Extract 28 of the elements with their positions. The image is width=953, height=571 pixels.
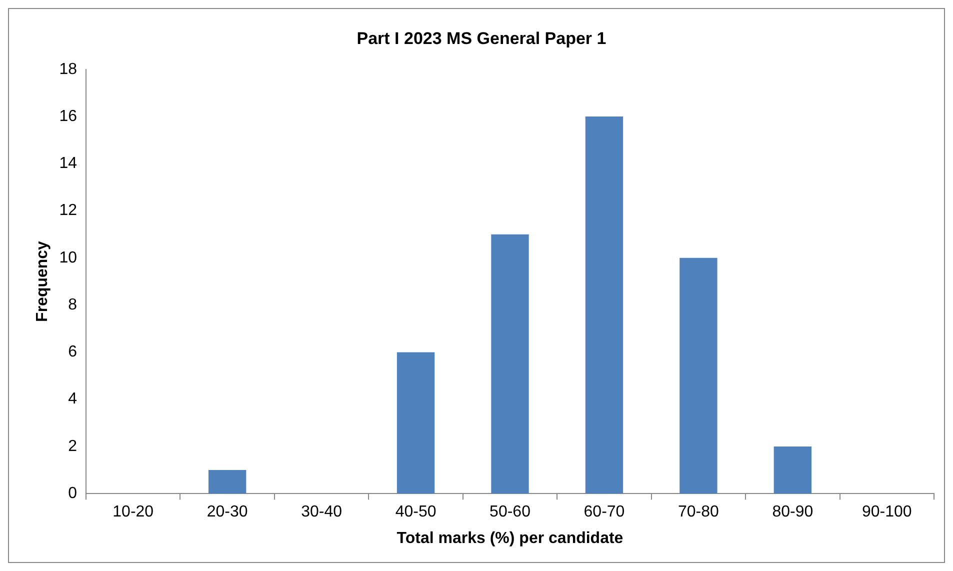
bar	[680, 258, 718, 494]
x-tick-label: 80-90	[772, 504, 814, 521]
bar	[208, 470, 246, 494]
y-tick-label: 6	[68, 344, 78, 361]
y-axis-title: Frequency	[34, 240, 52, 322]
y-tick-label: 8	[68, 296, 78, 314]
y-tick-label: 4	[68, 390, 78, 408]
y-tick-label: 10	[59, 249, 78, 266]
y-tick-label: 0	[68, 485, 78, 502]
x-axis-title: Total marks (%) per candidate	[396, 530, 624, 547]
bar	[774, 446, 812, 494]
x-tick-label: 60-70	[584, 504, 625, 521]
x-tick-label: 20-30	[206, 504, 248, 521]
x-tick-label: 70-80	[678, 504, 720, 521]
bar	[491, 234, 529, 494]
y-tick-label: 16	[59, 108, 78, 125]
chart-title: Part I 2023 MS General Paper 1	[356, 28, 606, 48]
y-tick-label: 14	[59, 155, 78, 172]
x-tick-label: 10-20	[112, 504, 154, 521]
y-tick-label: 18	[59, 60, 78, 78]
bar	[585, 116, 624, 494]
x-tick-label: 30-40	[301, 504, 342, 521]
bar	[396, 352, 435, 494]
y-tick-label: 2	[68, 438, 78, 455]
x-tick-label: 90-100	[862, 504, 912, 521]
x-tick-label: 40-50	[395, 504, 436, 521]
y-tick-label: 12	[59, 202, 78, 220]
x-tick-label: 50-60	[490, 504, 531, 521]
